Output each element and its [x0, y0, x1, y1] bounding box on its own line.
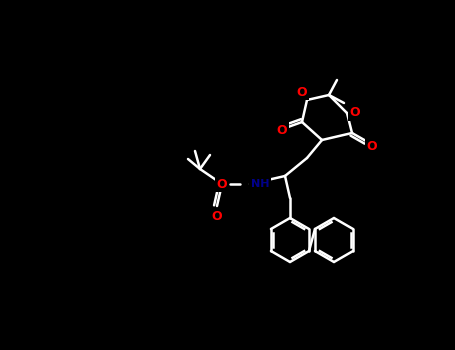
Text: O: O: [212, 210, 222, 223]
Text: O: O: [350, 106, 360, 119]
Text: O: O: [297, 85, 307, 98]
Text: O: O: [367, 140, 377, 154]
Text: O: O: [217, 177, 228, 190]
Text: NH: NH: [251, 179, 269, 189]
Text: O: O: [277, 124, 287, 136]
